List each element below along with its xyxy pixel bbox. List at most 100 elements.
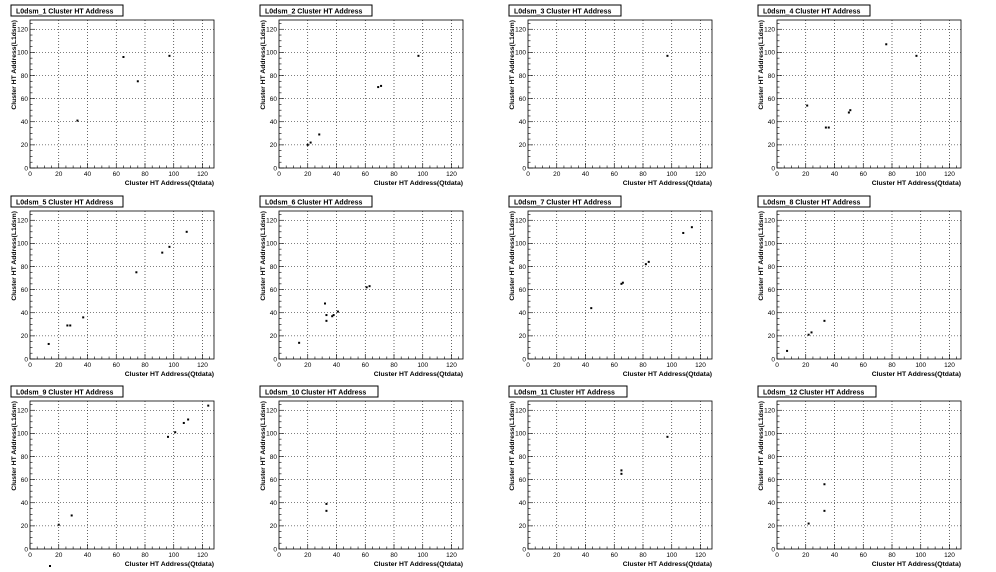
- title-box-frame: [10, 4, 124, 17]
- y-tick-label: 40: [270, 310, 278, 317]
- data-point: [298, 341, 301, 344]
- x-tick-label: 20: [802, 362, 810, 369]
- subplot-3: L0dsm_3 Cluster HT Address 0 20 40 60 80 100 12…: [508, 4, 713, 187]
- y-tick-label: 20: [270, 333, 278, 340]
- data-point: [590, 307, 593, 310]
- data-point: [82, 316, 85, 319]
- y-axis-label: Cluster HT Address(L1dsm): [260, 401, 267, 491]
- plot-title: L0dsm_12 Cluster HT Address: [763, 390, 864, 397]
- plot-title-box: L0dsm_10 Cluster HT Address: [259, 385, 379, 398]
- x-tick-label: 80: [141, 362, 149, 369]
- y-tick-label: 100: [17, 431, 28, 438]
- x-tick-label: 0: [775, 552, 779, 559]
- x-tick-label: 60: [611, 171, 619, 178]
- x-tick-label: 0: [28, 552, 32, 559]
- x-tick-label: 100: [417, 552, 428, 559]
- x-tick-label: 100: [915, 171, 926, 178]
- x-tick-label: 0: [526, 362, 530, 369]
- data-point: [368, 285, 371, 288]
- y-tick-label: 20: [21, 142, 29, 149]
- title-box-frame: [508, 385, 628, 398]
- data-point: [417, 54, 420, 57]
- plot-title-box: L0dsm_4 Cluster HT Address: [757, 4, 871, 17]
- title-box-frame: [259, 195, 373, 208]
- x-tick-label: 120: [695, 171, 706, 178]
- data-point: [647, 260, 650, 263]
- x-axis-label: Cluster HT Address(Qtdata): [125, 371, 214, 378]
- y-tick-label: 100: [764, 431, 775, 438]
- data-point: [786, 349, 789, 352]
- y-tick-label: 100: [515, 431, 526, 438]
- subplot-12: L0dsm_12 Cluster HT Address 0 20 40 60 80 100 1…: [757, 385, 962, 568]
- x-axis-label: Cluster HT Address(Qtdata): [125, 180, 214, 187]
- x-tick-label: 20: [55, 362, 63, 369]
- x-tick-label: 80: [639, 552, 647, 559]
- plot-frame: [776, 400, 962, 550]
- y-tick-label: 120: [764, 27, 775, 34]
- y-tick-label: 120: [17, 408, 28, 415]
- subplot-10: L0dsm_10 Cluster HT Address 0 20 40 60 80 100 1…: [259, 385, 464, 568]
- plot-title-box: L0dsm_1 Cluster HT Address: [10, 4, 124, 17]
- y-tick-label: 0: [522, 165, 526, 172]
- y-tick-label: 40: [21, 310, 29, 317]
- data-point: [207, 404, 210, 407]
- x-tick-label: 120: [695, 362, 706, 369]
- y-tick-label: 60: [768, 96, 776, 103]
- x-tick-label: 60: [362, 171, 370, 178]
- data-point: [325, 314, 328, 317]
- data-point: [161, 251, 164, 254]
- data-point: [806, 104, 809, 107]
- plot-title-box: L0dsm_9 Cluster HT Address: [10, 385, 124, 398]
- y-tick-label: 60: [768, 287, 776, 294]
- data-point: [690, 226, 693, 229]
- plot-title: L0dsm_11 Cluster HT Address: [514, 390, 615, 397]
- plot-title: L0dsm_4 Cluster HT Address: [763, 9, 860, 16]
- data-point: [823, 319, 826, 322]
- y-tick-label: 60: [21, 287, 29, 294]
- plot-title: L0dsm_9 Cluster HT Address: [16, 390, 113, 397]
- x-tick-label: 100: [666, 362, 677, 369]
- data-point: [847, 111, 850, 114]
- y-tick-label: 60: [519, 96, 527, 103]
- y-tick-label: 40: [768, 119, 776, 126]
- y-tick-label: 40: [768, 310, 776, 317]
- y-tick-label: 0: [771, 356, 775, 363]
- y-tick-label: 100: [764, 50, 775, 57]
- y-tick-label: 80: [270, 73, 278, 80]
- x-tick-label: 40: [84, 362, 92, 369]
- plot-title-box: L0dsm_8 Cluster HT Address: [757, 195, 871, 208]
- x-tick-label: 60: [113, 362, 121, 369]
- y-tick-label: 120: [17, 27, 28, 34]
- x-tick-label: 40: [333, 362, 341, 369]
- x-tick-label: 80: [888, 171, 896, 178]
- x-tick-label: 40: [84, 552, 92, 559]
- x-tick-label: 40: [582, 362, 590, 369]
- data-point: [135, 271, 138, 274]
- data-point: [66, 324, 69, 327]
- data-point: [620, 472, 623, 475]
- title-box-frame: [757, 195, 871, 208]
- plot-frame: [29, 400, 215, 550]
- title-box-frame: [10, 195, 124, 208]
- x-tick-label: 40: [582, 552, 590, 559]
- x-tick-label: 80: [639, 171, 647, 178]
- x-tick-label: 60: [362, 552, 370, 559]
- plot-title-box: L0dsm_11 Cluster HT Address: [508, 385, 628, 398]
- x-axis-label: Cluster HT Address(Qtdata): [623, 371, 712, 378]
- plot-frame: [29, 19, 215, 169]
- y-tick-label: 40: [270, 500, 278, 507]
- plot-title: L0dsm_8 Cluster HT Address: [763, 200, 860, 207]
- y-tick-label: 40: [519, 500, 527, 507]
- y-tick-label: 40: [519, 119, 527, 126]
- y-tick-label: 100: [764, 241, 775, 248]
- y-axis-label: Cluster HT Address(L1dsm): [11, 20, 18, 110]
- x-axis-label: Cluster HT Address(Qtdata): [374, 561, 463, 568]
- x-tick-label: 120: [695, 552, 706, 559]
- y-tick-label: 120: [266, 218, 277, 225]
- x-axis-label: Cluster HT Address(Qtdata): [872, 371, 961, 378]
- x-tick-label: 0: [775, 362, 779, 369]
- y-tick-label: 80: [21, 454, 29, 461]
- y-tick-label: 20: [768, 523, 776, 530]
- plot-title: L0dsm_6 Cluster HT Address: [265, 200, 362, 207]
- data-point: [849, 109, 852, 112]
